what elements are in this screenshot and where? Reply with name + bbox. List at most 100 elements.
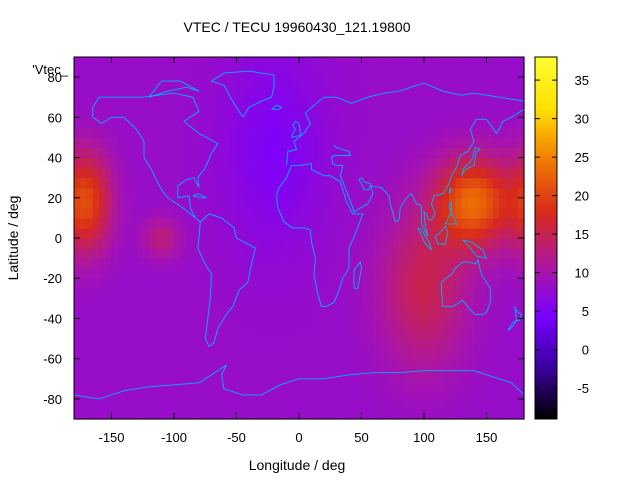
heat-cell [474,187,481,199]
heat-cell [461,87,469,98]
heat-cell [399,137,406,149]
heat-cell [442,388,450,400]
heat-cell [267,167,275,179]
heat-cell [105,238,113,249]
heat-cell [324,338,331,350]
heat-cell [480,348,488,360]
heat-cell [292,177,300,189]
heat-cell [355,207,363,219]
heat-cell [111,368,119,380]
heat-cell [286,358,294,370]
heat-cell [80,378,88,390]
heat-cell [155,388,163,400]
heat-cell [324,318,331,330]
heat-cell [274,308,281,320]
heat-cell [505,278,513,289]
heat-cell [505,308,513,320]
heat-cell [117,87,125,98]
heat-cell [124,298,131,309]
heat-cell [380,368,388,380]
heat-cell [180,268,188,279]
heat-cell [499,157,506,169]
heat-cell [299,368,306,380]
heat-cell [186,268,194,279]
heat-cell [336,117,344,128]
heat-cell [430,97,438,108]
heat-cell [411,217,419,229]
heat-cell [130,107,138,118]
heat-cell [324,278,331,289]
heat-cell [392,268,400,279]
heat-cell [474,147,481,159]
heat-cell [149,207,156,219]
heat-cell [86,408,94,420]
heat-cell [299,358,306,370]
heat-cell [167,117,175,128]
heat-cell [161,137,169,149]
heat-cell [311,238,319,249]
heat-cell [174,77,181,88]
heat-cell [249,328,256,340]
heat-cell [205,87,213,98]
heat-cell [436,107,444,118]
heat-cell [417,258,425,269]
heat-cell [417,338,425,350]
heat-cell [424,187,431,199]
heat-cell [324,358,331,370]
heat-cell [224,217,231,229]
heat-cell [355,318,363,330]
heat-cell [224,167,231,179]
coastlines [73,70,525,400]
heat-cell [105,117,113,128]
heat-cell [136,328,144,340]
coastline [73,364,525,400]
heat-cell [305,187,313,199]
heat-cell [461,157,469,169]
heat-cell [92,308,100,320]
heat-cell [492,278,500,289]
heat-cell [149,227,156,239]
heat-cell [342,348,350,360]
heat-cell [336,408,344,420]
heat-cell [205,388,213,400]
heat-cell [192,127,200,139]
heat-cell [349,308,356,320]
heat-cell [161,157,169,169]
heat-cell [411,238,419,249]
heat-cell [130,378,138,390]
heat-cell [242,147,250,159]
heat-cell [449,368,456,380]
heat-cell [305,338,313,350]
heat-cell [261,308,269,320]
heat-cell [474,107,481,118]
heat-cell [374,207,381,219]
heat-cell [261,157,269,169]
heat-cell [361,378,369,390]
heat-cell [186,127,194,139]
heat-cell [217,147,225,159]
heat-cell [455,288,463,299]
heat-cell [230,288,238,299]
heat-cell [342,298,350,309]
heat-cell [186,408,194,420]
x-tick-label: -100 [161,430,187,445]
heat-cell [324,258,331,269]
y-tick-label: 80 [48,70,62,85]
heat-cell [436,238,444,249]
heat-cell [317,258,325,269]
heat-cell [424,398,431,410]
heat-cell [261,117,269,128]
heat-cell [461,308,469,320]
heat-cell [286,248,294,259]
heat-cell [436,258,444,269]
heat-cell [136,368,144,380]
heat-cell [355,227,363,239]
heat-cell [255,288,263,299]
heat-cell [430,368,438,380]
heat-cell [280,408,288,420]
heat-cell [330,298,338,309]
heat-cell [349,278,356,289]
heat-cell [130,97,138,108]
heat-cell [92,67,100,78]
heat-cell [386,167,394,179]
